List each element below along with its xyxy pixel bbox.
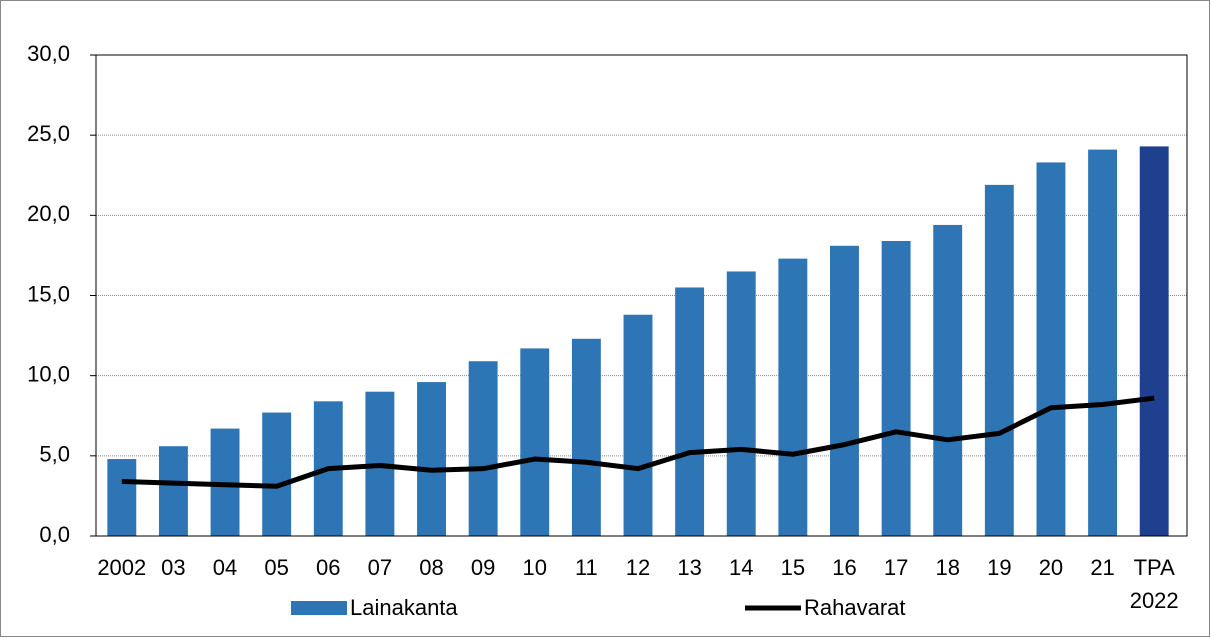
bar bbox=[1036, 162, 1066, 536]
x-tick-label: TPA 2022 bbox=[1129, 555, 1179, 613]
x-tick-label: 13 bbox=[677, 555, 702, 580]
bar bbox=[1139, 146, 1169, 536]
bar bbox=[158, 446, 188, 536]
x-tick-label: 08 bbox=[419, 555, 444, 580]
bar bbox=[262, 412, 292, 536]
x-tick-label: 12 bbox=[625, 555, 651, 580]
y-tick-label: 0,0 bbox=[39, 522, 70, 547]
x-tick-label: 15 bbox=[780, 555, 806, 580]
x-tick-label: 06 bbox=[316, 555, 341, 580]
bar bbox=[778, 258, 808, 536]
x-tick-label: 03 bbox=[161, 555, 186, 580]
legend-swatch bbox=[291, 601, 347, 615]
x-tick-label: 2002 bbox=[97, 555, 147, 580]
bar bbox=[520, 348, 550, 536]
x-tick-label: 14 bbox=[728, 555, 754, 580]
bar bbox=[830, 245, 859, 536]
x-tick-label: 17 bbox=[883, 555, 909, 580]
y-tick-label: 5,0 bbox=[39, 442, 70, 467]
x-tick-label: 09 bbox=[470, 555, 496, 580]
plot-border bbox=[95, 54, 1188, 537]
bar bbox=[726, 271, 756, 536]
bar bbox=[881, 240, 911, 536]
x-tick-label: 04 bbox=[212, 555, 238, 580]
y-tick-label: 30,0 bbox=[27, 41, 70, 66]
legend-label: Lainakanta bbox=[350, 595, 458, 620]
x-tick-label: 10 bbox=[522, 555, 547, 580]
x-tick-label: 21 bbox=[1090, 555, 1115, 580]
x-tick-label: 11 bbox=[574, 555, 598, 580]
bar bbox=[417, 382, 446, 536]
x-tick-label: 18 bbox=[935, 555, 960, 580]
bar bbox=[623, 314, 653, 536]
x-tick-label: 05 bbox=[264, 555, 289, 580]
bar bbox=[933, 224, 963, 536]
bar bbox=[468, 361, 498, 536]
x-tick-label: 16 bbox=[832, 555, 857, 580]
bar bbox=[675, 287, 705, 536]
x-tick-label: 07 bbox=[367, 555, 393, 580]
bar bbox=[107, 459, 137, 536]
x-tick-label: 19 bbox=[987, 555, 1012, 580]
legend-label: Rahavarat bbox=[804, 595, 906, 620]
bar bbox=[984, 184, 1014, 536]
y-tick-label: 15,0 bbox=[27, 281, 70, 306]
y-tick-label: 25,0 bbox=[27, 121, 70, 146]
x-tick-label: 20 bbox=[1038, 555, 1064, 580]
y-tick-label: 20,0 bbox=[27, 201, 70, 226]
bar bbox=[571, 338, 601, 536]
line bbox=[121, 395, 1155, 489]
y-tick-label: 10,0 bbox=[27, 361, 70, 386]
bar bbox=[1088, 149, 1118, 536]
